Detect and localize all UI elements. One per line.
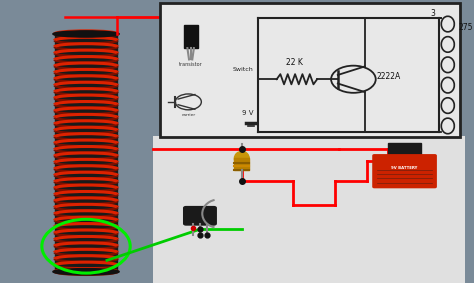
- Text: 9 V: 9 V: [242, 110, 254, 116]
- FancyBboxPatch shape: [160, 3, 460, 137]
- Ellipse shape: [53, 31, 119, 37]
- FancyBboxPatch shape: [55, 34, 118, 272]
- Text: 2222A: 2222A: [377, 72, 401, 81]
- FancyBboxPatch shape: [154, 136, 465, 283]
- FancyBboxPatch shape: [388, 143, 421, 158]
- Text: 275: 275: [458, 23, 473, 32]
- Text: carrier: carrier: [181, 113, 195, 117]
- Text: 3: 3: [430, 8, 435, 18]
- FancyBboxPatch shape: [234, 158, 249, 170]
- Text: transistor: transistor: [179, 62, 202, 67]
- Text: 22 K: 22 K: [286, 57, 303, 67]
- Ellipse shape: [234, 151, 249, 166]
- FancyBboxPatch shape: [184, 207, 216, 225]
- Ellipse shape: [53, 269, 119, 275]
- FancyBboxPatch shape: [184, 25, 198, 48]
- FancyBboxPatch shape: [373, 155, 436, 188]
- Text: Switch: Switch: [233, 67, 254, 72]
- Text: 9V BATTERY: 9V BATTERY: [392, 166, 418, 170]
